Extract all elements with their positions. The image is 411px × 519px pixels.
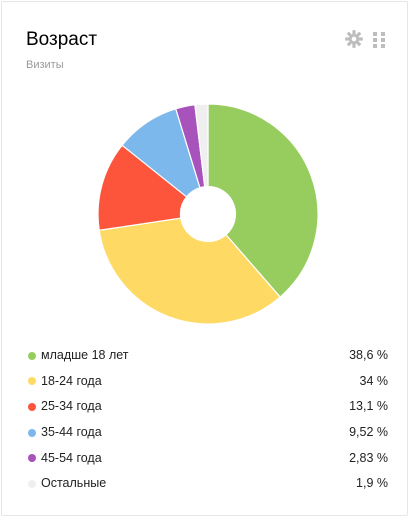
pie-slice-0[interactable]: [207, 103, 319, 298]
legend-dot-icon: [28, 351, 36, 360]
legend-item-under-18[interactable]: младше 18 лет 38,6 %: [26, 343, 388, 369]
widget-title: Возраст: [26, 29, 98, 50]
legend-dot-icon: [28, 479, 36, 488]
legend-dot-icon: [28, 402, 36, 411]
legend-label: 35-44 года: [41, 425, 102, 440]
legend-value: 9,52 %: [349, 425, 388, 440]
legend-value: 38,6 %: [349, 348, 388, 362]
widget-subtitle: Визиты: [26, 59, 64, 71]
pie-slice-2[interactable]: [97, 144, 188, 231]
gear-icon[interactable]: [344, 29, 364, 49]
pie-slice-5[interactable]: [194, 103, 209, 188]
legend-value: 1,9 %: [356, 476, 388, 491]
legend-dot-icon: [28, 454, 36, 463]
legend-label: младше 18 лет: [41, 348, 129, 362]
legend-label: 25-34 года: [41, 399, 102, 414]
grip-icon[interactable]: [372, 31, 386, 49]
legend-label: Остальные: [41, 476, 107, 491]
legend-item-35-44[interactable]: 35-44 года 9,52 %: [26, 420, 388, 446]
legend-label: 45-54 года: [41, 450, 102, 465]
legend-value: 13,1 %: [349, 399, 388, 414]
legend-value: 34 %: [359, 373, 389, 388]
legend-dot-icon: [28, 377, 36, 386]
legend-value: 2,83 %: [349, 450, 388, 465]
legend-item-45-54[interactable]: 45-54 года 2,83 %: [26, 446, 388, 472]
chart-legend: младше 18 лет 38,6 % 18-24 года 34 % 25-…: [26, 343, 388, 497]
age-donut-chart: [97, 103, 319, 325]
legend-label: 18-24 года: [41, 373, 102, 388]
legend-item-other[interactable]: Остальные 1,9 %: [26, 471, 388, 497]
pie-slice-1[interactable]: [98, 217, 281, 325]
legend-dot-icon: [28, 428, 36, 437]
legend-item-18-24[interactable]: 18-24 года 34 %: [26, 369, 388, 395]
legend-item-25-34[interactable]: 25-34 года 13,1 %: [26, 394, 388, 420]
